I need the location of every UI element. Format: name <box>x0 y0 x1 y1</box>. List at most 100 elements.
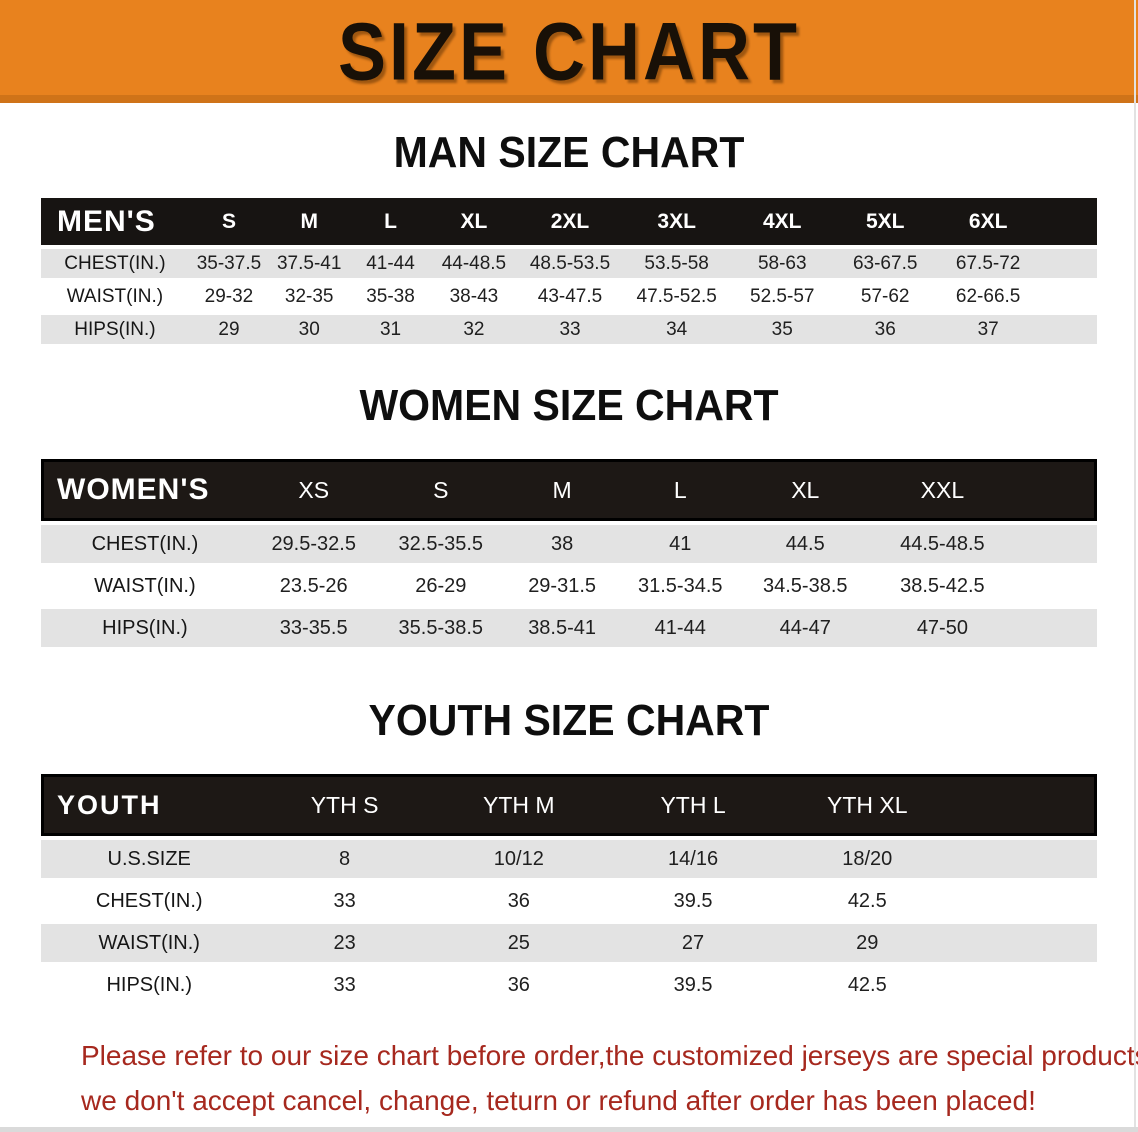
spacer-cell <box>954 966 1097 1004</box>
measurement-value: 31 <box>349 315 432 344</box>
measurement-value: 38.5-42.5 <box>900 574 985 597</box>
measurement-value: 39.5 <box>673 973 713 996</box>
measurement-value: 63-67.5 <box>835 249 936 278</box>
measurement-value: 29.5-32.5 <box>248 525 379 563</box>
measurement-label: WAIST(IN.) <box>41 924 258 962</box>
measurement-value: 36 <box>507 889 530 912</box>
size-column-header: XXL <box>871 459 1014 521</box>
measurement-value: 38 <box>503 525 622 563</box>
size-column-header: 3XL <box>623 198 730 245</box>
measurement-value: 38.5-41 <box>503 609 622 647</box>
measurement-row: HIPS(IN.) 29 30 31 32 33 34 35 36 37 <box>41 315 1097 344</box>
measurement-value: 30 <box>269 315 350 344</box>
measurement-value: 14/16 <box>605 840 781 878</box>
size-group-label: MEN'S <box>41 198 189 245</box>
measurement-value: 32.5-35.5 <box>378 525 504 563</box>
measurement-row: WAIST(IN.) 23.5-26 26-29 29-31.5 31.5-34.5 34… <box>41 567 1097 605</box>
size-header-row: YOUTH YTH S YTH M YTH L YTH XL <box>41 774 1097 836</box>
measurement-value: 29 <box>188 315 270 344</box>
size-chart-content: MAN SIZE CHART MEN'S S M L XL 2XL 3XL 4XL 5XL 6XL… <box>0 127 1138 1120</box>
measurement-row: WAIST(IN.) 29-32 32-35 35-38 38-43 43-47.5 47.… <box>41 282 1097 311</box>
measurement-value: 34 <box>623 315 730 344</box>
men-size-section: MAN SIZE CHART MEN'S S M L XL 2XL 3XL 4XL 5XL 6XL… <box>41 127 1097 348</box>
measurement-value: 42.5 <box>847 889 887 912</box>
size-column-header: 5XL <box>835 198 936 245</box>
measurement-value: 8 <box>257 840 432 878</box>
measurement-label: CHEST(IN.) <box>95 889 203 912</box>
spacer-cell <box>1040 198 1097 245</box>
measurement-value: 41-44 <box>349 249 432 278</box>
size-column-header: L <box>349 198 432 245</box>
measurement-value: 23 <box>257 924 432 962</box>
measurement-value: 36 <box>507 973 530 996</box>
spacer-cell <box>954 924 1097 962</box>
size-header-row: MEN'S S M L XL 2XL 3XL 4XL 5XL 6XL <box>41 198 1097 245</box>
size-column-header: S <box>188 198 270 245</box>
measurement-value: 35-38 <box>366 285 415 307</box>
measurement-label: CHEST(IN.) <box>41 249 189 278</box>
spacer-cell <box>1041 282 1097 311</box>
page-edge-bottom <box>0 1127 1138 1132</box>
measurement-value: 44-47 <box>739 609 872 647</box>
spacer-cell <box>1013 459 1097 521</box>
measurement-value: 34.5-38.5 <box>763 574 848 597</box>
page-edge-right <box>1134 0 1136 1132</box>
measurement-value: 33-35.5 <box>248 609 379 647</box>
size-column-header: YTH S <box>257 774 432 836</box>
measurement-value: 38-43 <box>449 285 499 307</box>
men-section-heading: MAN SIZE CHART <box>393 127 745 177</box>
measurement-value: 29-32 <box>204 285 254 307</box>
measurement-value: 36 <box>835 315 936 344</box>
policy-line-1: Please refer to our size chart before or… <box>81 1040 1138 1071</box>
measurement-value: 44.5-48.5 <box>871 525 1014 563</box>
measurement-label: HIPS(IN.) <box>41 609 249 647</box>
spacer-cell <box>1040 249 1097 278</box>
size-column-header: XL <box>431 198 517 245</box>
size-column-header: M <box>503 459 622 521</box>
measurement-value: 48.5-53.5 <box>516 249 624 278</box>
spacer-cell <box>954 774 1097 836</box>
measurement-label: HIPS(IN.) <box>41 315 189 344</box>
measurement-value: 41-44 <box>621 609 740 647</box>
spacer-cell <box>954 840 1097 878</box>
measurement-value: 33 <box>333 973 356 996</box>
size-group-label: WOMEN'S <box>41 459 249 521</box>
measurement-value: 43-47.5 <box>537 285 603 307</box>
size-column-header: 4XL <box>729 198 836 245</box>
measurement-value: 35 <box>729 315 836 344</box>
measurement-value: 29-31.5 <box>528 574 597 597</box>
measurement-value: 41 <box>621 525 740 563</box>
spacer-cell <box>1040 315 1097 344</box>
measurement-value: 10/12 <box>431 840 606 878</box>
women-size-table: WOMEN'S XS S M L XL XXL CHEST(IN.) 29.5-32.5 32.5… <box>41 455 1097 651</box>
spacer-cell <box>1013 609 1097 647</box>
size-column-header: S <box>378 459 504 521</box>
measurement-value: 31.5-34.5 <box>638 574 723 597</box>
measurement-row: CHEST(IN.) 29.5-32.5 32.5-35.5 38 41 44.5 44.5… <box>41 525 1097 563</box>
measurement-label: WAIST(IN.) <box>94 574 196 597</box>
measurement-value: 35-37.5 <box>188 249 270 278</box>
measurement-label: CHEST(IN.) <box>41 525 249 563</box>
measurement-value: 62-66.5 <box>955 285 1021 307</box>
youth-size-section: YOUTH SIZE CHART YOUTH YTH S YTH M YTH L YTH… <box>41 696 1097 1008</box>
measurement-value: 23.5-26 <box>279 574 348 597</box>
spacer-cell <box>1014 567 1097 605</box>
measurement-value: 32-35 <box>284 285 334 307</box>
measurement-value: 33 <box>333 889 356 912</box>
measurement-label: U.S.SIZE <box>41 840 258 878</box>
measurement-row: HIPS(IN.) 33-35.5 35.5-38.5 38.5-41 41-44 44-… <box>41 609 1097 647</box>
measurement-value: 44-48.5 <box>431 249 517 278</box>
measurement-value: 47-50 <box>871 609 1014 647</box>
measurement-value: 42.5 <box>847 973 887 996</box>
measurement-value: 52.5-57 <box>750 285 815 307</box>
measurement-value: 27 <box>605 924 781 962</box>
measurement-label: WAIST(IN.) <box>66 285 164 307</box>
measurement-label: HIPS(IN.) <box>106 973 193 996</box>
measurement-value: 18/20 <box>780 840 955 878</box>
size-column-header: 2XL <box>516 198 624 245</box>
measurement-value: 58-63 <box>729 249 836 278</box>
measurement-row: WAIST(IN.) 23 25 27 29 <box>41 924 1097 962</box>
youth-size-table: YOUTH YTH S YTH M YTH L YTH XL U.S.SIZE 8 10/12… <box>41 770 1097 1008</box>
measurement-value: 44.5 <box>739 525 872 563</box>
measurement-value: 37.5-41 <box>269 249 350 278</box>
